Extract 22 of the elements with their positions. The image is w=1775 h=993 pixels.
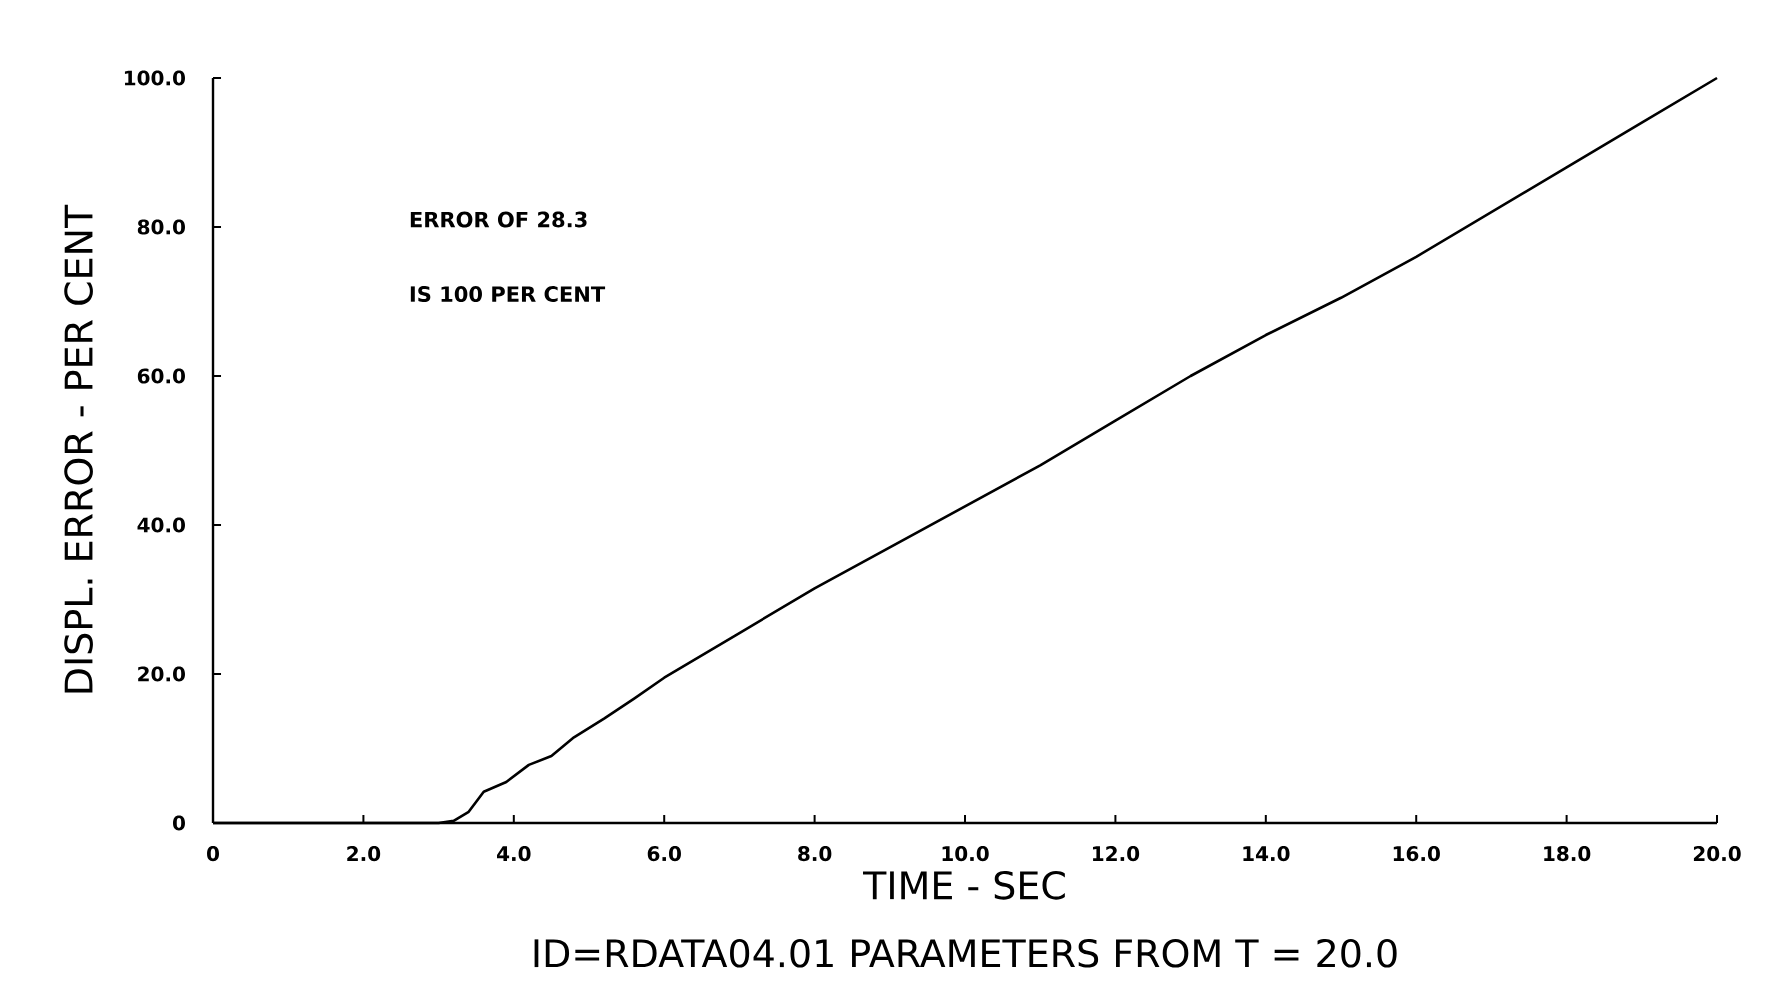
x-tick-label: 8.0 — [798, 846, 832, 862]
x-tick-label: 0 — [207, 846, 220, 862]
x-tick-label: 12.0 — [1093, 846, 1140, 862]
x-tick-label: 18.0 — [1544, 846, 1591, 862]
x-tick-label: 4.0 — [497, 846, 531, 862]
y-tick-label: 40.0 — [137, 517, 185, 533]
y-tick-label: 100.0 — [124, 70, 185, 86]
annotation: IS 100 PER CENT — [410, 286, 606, 302]
annotation: ERROR OF 28.3 — [410, 211, 587, 228]
x-axis-title: TIME - SEC — [863, 870, 1065, 900]
y-axis-title: DISPL. ERROR - PER CENT — [64, 204, 93, 693]
y-tick-label: 20.0 — [138, 666, 185, 682]
text: ID=RDATA04.01 PARAMETERS FROM T = 20.0 — [534, 938, 1397, 968]
y-tick-label: 60.0 — [137, 368, 185, 384]
x-tick-label: 14.0 — [1243, 846, 1290, 862]
x-tick-label: 6.0 — [647, 846, 681, 862]
x-tick-label: 2.0 — [347, 846, 381, 862]
x-tick-label: 10.0 — [942, 846, 989, 862]
x-tick-label: 16.0 — [1393, 846, 1440, 862]
y-tick-label: 80.0 — [137, 219, 185, 235]
x-tick-label: 20.0 — [1693, 846, 1741, 862]
y-tick-label: 0 — [173, 815, 185, 831]
